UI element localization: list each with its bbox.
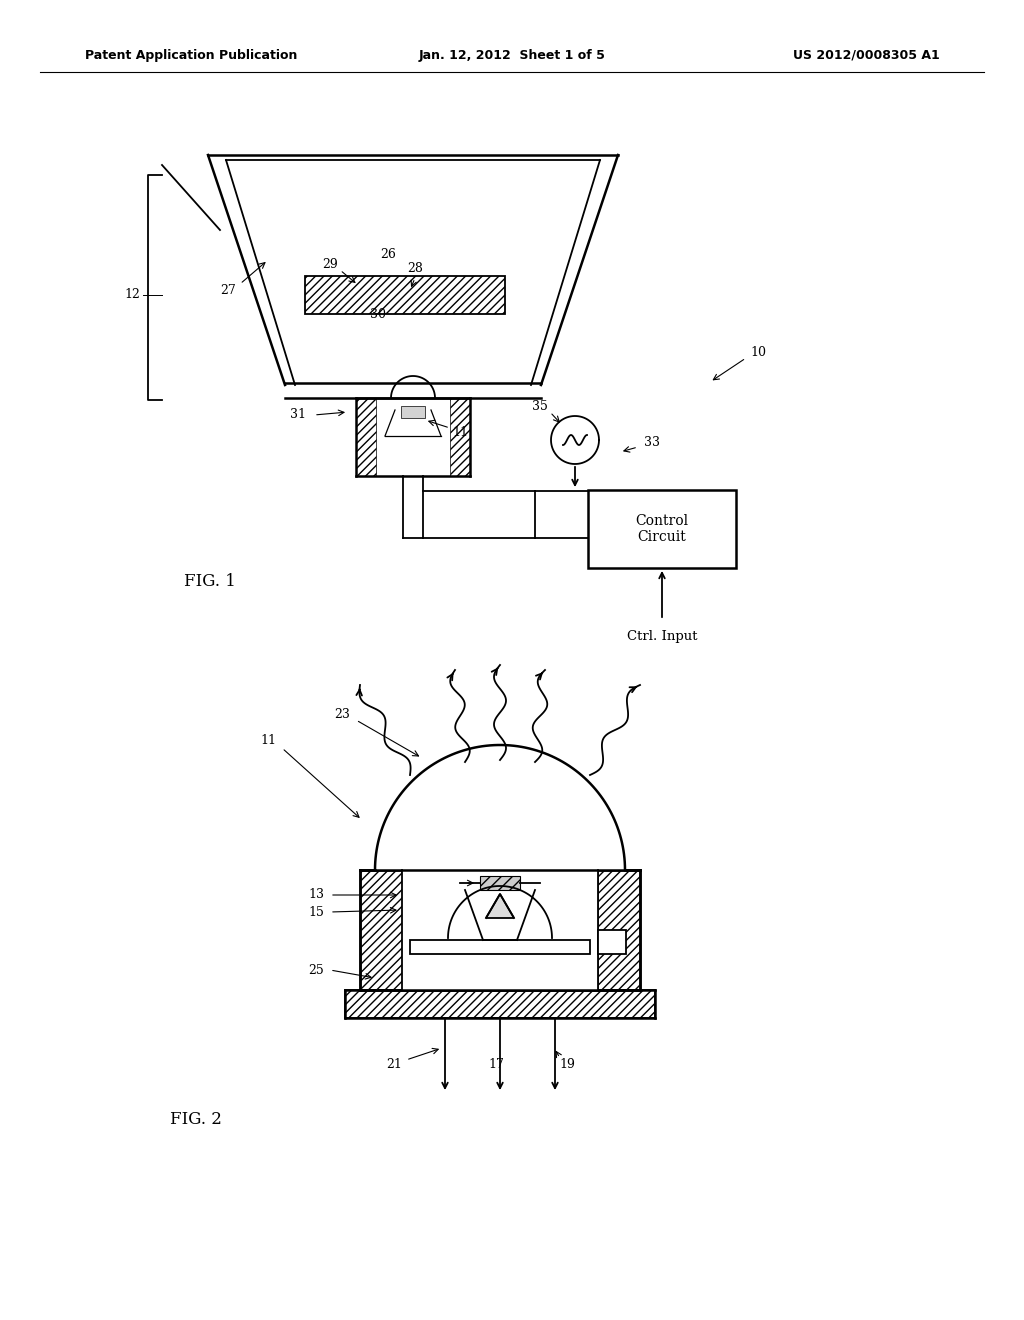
Text: FIG. 1: FIG. 1	[184, 573, 236, 590]
Polygon shape	[375, 744, 625, 870]
Text: 15: 15	[308, 906, 324, 919]
Text: 31: 31	[290, 408, 306, 421]
Text: 11: 11	[452, 425, 468, 438]
Text: 28: 28	[408, 261, 423, 275]
Text: Control
Circuit: Control Circuit	[636, 513, 688, 544]
Text: 10: 10	[750, 346, 766, 359]
Bar	[345, 990, 655, 1018]
Polygon shape	[486, 894, 514, 917]
Text: 21: 21	[386, 1059, 402, 1072]
Text: US 2012/0008305 A1: US 2012/0008305 A1	[794, 49, 940, 62]
Text: 26: 26	[380, 248, 396, 261]
Bar	[305, 276, 505, 314]
Bar	[360, 870, 402, 990]
Text: 13: 13	[308, 888, 324, 902]
Text: Jan. 12, 2012  Sheet 1 of 5: Jan. 12, 2012 Sheet 1 of 5	[419, 49, 605, 62]
Text: Patent Application Publication: Patent Application Publication	[85, 49, 297, 62]
Text: 12: 12	[124, 289, 140, 301]
Text: 23: 23	[334, 708, 350, 721]
Text: 17: 17	[488, 1059, 504, 1072]
Text: FIG. 2: FIG. 2	[170, 1111, 222, 1129]
Text: 11: 11	[260, 734, 276, 747]
Text: Ctrl. Input: Ctrl. Input	[627, 630, 697, 643]
Bar	[450, 399, 470, 477]
Bar	[356, 399, 376, 477]
Bar	[401, 407, 425, 418]
Bar	[410, 940, 590, 954]
Bar	[480, 876, 520, 890]
Text: 33: 33	[644, 437, 660, 450]
Bar	[598, 931, 626, 954]
Bar	[588, 490, 736, 568]
Text: 30: 30	[370, 308, 386, 321]
Bar	[598, 870, 640, 990]
Text: 27: 27	[220, 284, 236, 297]
Text: 29: 29	[323, 259, 338, 272]
Text: 35: 35	[532, 400, 548, 412]
Text: 19: 19	[559, 1059, 574, 1072]
Bar	[402, 870, 598, 990]
Text: 25: 25	[308, 964, 324, 977]
